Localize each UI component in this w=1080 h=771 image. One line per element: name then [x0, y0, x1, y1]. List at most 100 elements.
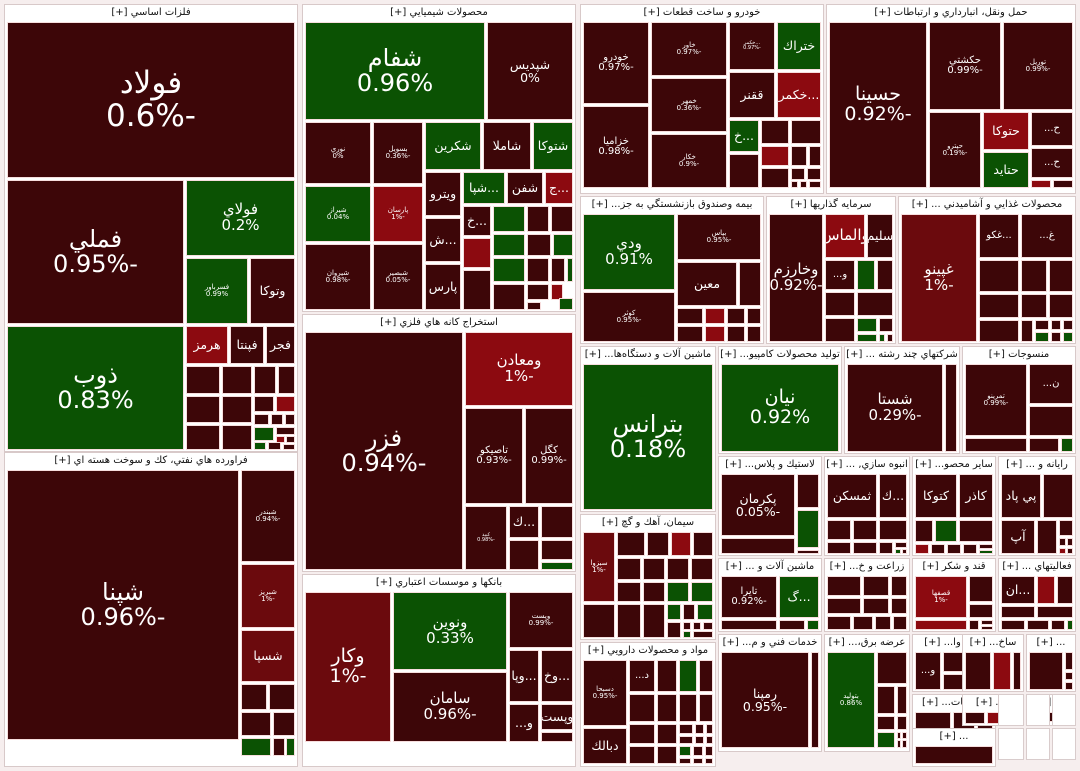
- tile-gh[interactable]: غ...: [1021, 214, 1073, 258]
- tile-v[interactable]: و...: [509, 704, 539, 742]
- tile-small[interactable]: [729, 154, 759, 188]
- tile-small[interactable]: [891, 598, 907, 614]
- tile-shapna[interactable]: شپنا -0.96%: [7, 470, 239, 740]
- tile-pay-pad[interactable]: پي پاد: [1001, 474, 1041, 518]
- tile-foolay[interactable]: فولاي 0.2%: [186, 180, 295, 256]
- tile-small[interactable]: [705, 326, 725, 342]
- tile-small[interactable]: [791, 168, 805, 180]
- tile-small[interactable]: [1059, 538, 1066, 546]
- tile-zoob[interactable]: ذوب 0.83%: [7, 326, 184, 450]
- sector-rubber-plastic[interactable]: لاستيك و پلاس... [+] پكرمان -0.05%: [718, 456, 822, 556]
- tile-ap[interactable]: آپ: [1001, 520, 1035, 554]
- sector-basic-metals[interactable]: فلزات اساسي [+] فولاد -0.6% فملي -0.95% …: [4, 4, 298, 452]
- tile-small[interactable]: [895, 542, 907, 548]
- sector-investments[interactable]: سرمايه گذاريها [+] وخارزم -0.92% والماس …: [766, 196, 896, 344]
- tile-small[interactable]: [691, 558, 713, 580]
- sector-computer-products[interactable]: توليد محصولات كامپيو... [+] نيان 0.92%: [718, 346, 842, 454]
- tile-small[interactable]: [706, 736, 713, 744]
- tile-small[interactable]: [286, 436, 295, 443]
- tile-kh3[interactable]: ...خ: [729, 120, 759, 152]
- tile-small[interactable]: [807, 168, 821, 180]
- tile-moein[interactable]: معين: [677, 262, 737, 306]
- tile-tasico[interactable]: تاصيكو -0.93%: [465, 408, 523, 504]
- tile-small[interactable]: [551, 206, 573, 232]
- tile-tayra[interactable]: تايرا -0.92%: [721, 576, 777, 618]
- tile-small[interactable]: [647, 532, 669, 556]
- tile-small[interactable]: [761, 120, 789, 144]
- sector-oil-refining[interactable]: فراورده هاي نفتي، كك و سوخت هسته اي [+] …: [4, 452, 298, 767]
- tile-small[interactable]: [679, 736, 693, 744]
- tile-ghaghnar[interactable]: ققنر: [729, 72, 775, 118]
- tile-small[interactable]: [667, 604, 681, 620]
- tile-small[interactable]: [551, 284, 563, 300]
- tile-dabalk[interactable]: دبالك: [583, 728, 627, 764]
- tile-katooka[interactable]: كتوكا: [915, 474, 957, 518]
- tile-small[interactable]: [877, 652, 907, 684]
- sector-transport[interactable]: حمل ونقل، انبارداري و ارتباطات [+] حسينا…: [826, 4, 1076, 194]
- tile-small[interactable]: [527, 258, 549, 282]
- tile-small[interactable]: [727, 308, 745, 324]
- tile-shatooka[interactable]: شتوكا: [533, 122, 573, 170]
- tile-small[interactable]: [186, 396, 220, 423]
- sector-textiles[interactable]: منسوجات [+] تمرينو -0.99% ن...: [962, 346, 1076, 454]
- tile-small[interactable]: [1013, 652, 1021, 690]
- tile-small[interactable]: [1067, 538, 1073, 546]
- tile-g[interactable]: ...گ: [779, 576, 819, 618]
- tile-small[interactable]: [809, 146, 821, 166]
- tile-small[interactable]: [807, 620, 819, 630]
- tile-small[interactable]: [1049, 260, 1073, 292]
- tile-small[interactable]: [1067, 548, 1073, 554]
- tile-small[interactable]: [695, 736, 704, 744]
- tile-small[interactable]: [541, 506, 573, 538]
- tile-khodro[interactable]: خودرو -0.97%: [583, 22, 649, 104]
- tile-small[interactable]: [915, 520, 933, 542]
- tile-small[interactable]: [857, 292, 893, 316]
- tile-small[interactable]: [721, 620, 777, 630]
- tile-j[interactable]: ...ج: [545, 172, 573, 204]
- tile-small[interactable]: [897, 732, 901, 739]
- tile-small[interactable]: [1001, 620, 1025, 630]
- tile-hormoz[interactable]: هرمز: [186, 326, 228, 364]
- cell-empty-1[interactable]: [998, 694, 1024, 726]
- tile-small[interactable]: [551, 258, 565, 282]
- tile-small[interactable]: [877, 686, 895, 714]
- sector-misc-4[interactable]: ... [+]: [912, 728, 996, 767]
- tile-small[interactable]: [269, 684, 295, 710]
- tile-h1[interactable]: ح...: [1031, 112, 1073, 146]
- tile-small[interactable]: [1027, 620, 1049, 630]
- tile-v[interactable]: و...: [825, 260, 855, 290]
- sector-machinery-equipment[interactable]: ماشين آلات و دستگاه‌ها... [+] بترانس 0.1…: [580, 346, 716, 512]
- tile-small[interactable]: [979, 550, 993, 554]
- tile-small[interactable]: [617, 604, 641, 638]
- tile-tamaskan[interactable]: ثمسكن: [827, 474, 877, 518]
- tile-small[interactable]: [879, 542, 893, 554]
- cell-empty-4[interactable]: [998, 728, 1024, 760]
- tile-small[interactable]: [959, 520, 993, 542]
- tile-small[interactable]: [268, 442, 281, 450]
- sector-construction[interactable]: ساخ... [+]: [962, 634, 1024, 692]
- tile-small[interactable]: [683, 604, 695, 620]
- tile-small[interactable]: [811, 652, 819, 748]
- tile-small[interactable]: [283, 444, 295, 450]
- tile-khazamia[interactable]: خزاميا -0.98%: [583, 106, 649, 188]
- tile-small[interactable]: [679, 660, 697, 692]
- tile-small[interactable]: [1029, 652, 1063, 690]
- sector-automotive[interactable]: خودرو و ساخت قطعات [+] خودرو -0.97% خزام…: [580, 4, 824, 194]
- tile-small[interactable]: [827, 542, 851, 554]
- tile-khtarak[interactable]: ختراك: [777, 22, 821, 70]
- tile-small[interactable]: [1061, 438, 1073, 452]
- tile-small[interactable]: [671, 532, 691, 556]
- tile-khkamar[interactable]: ...خكمر -0.97%: [729, 22, 775, 70]
- tile-ghesfaha[interactable]: قصفها -1%: [915, 576, 967, 618]
- tile-vapa[interactable]: ...وپا: [509, 650, 539, 702]
- tile-small[interactable]: [527, 234, 551, 256]
- tile-small[interactable]: [979, 544, 993, 549]
- tile-salim[interactable]: سليم: [867, 214, 893, 258]
- tile-small[interactable]: [963, 544, 977, 554]
- tile-small[interactable]: [629, 746, 655, 764]
- sector-agriculture[interactable]: زراعت و خ... [+]: [824, 558, 910, 632]
- tile-small[interactable]: [679, 746, 691, 756]
- tile-hasina[interactable]: حسينا -0.92%: [829, 22, 927, 188]
- tile-small[interactable]: [1001, 606, 1035, 618]
- tile-small[interactable]: [541, 562, 573, 570]
